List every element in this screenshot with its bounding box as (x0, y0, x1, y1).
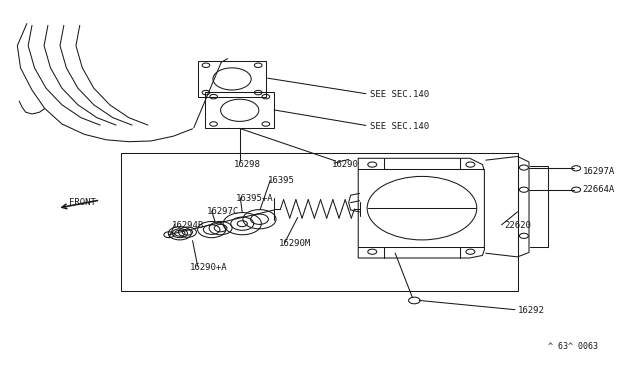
Text: 16395: 16395 (268, 176, 294, 185)
Text: 16297C: 16297C (207, 207, 239, 217)
Bar (121, 153, 518, 291)
Text: 16290M: 16290M (278, 239, 311, 248)
Text: 16290+A: 16290+A (189, 263, 227, 272)
Text: 22620: 22620 (505, 221, 532, 230)
Text: 16292: 16292 (518, 306, 545, 315)
Text: SEE SEC.140: SEE SEC.140 (370, 90, 429, 99)
Text: FRONT: FRONT (69, 198, 96, 207)
Bar (198, 61, 266, 97)
Text: SEE SEC.140: SEE SEC.140 (370, 122, 429, 131)
Bar (205, 92, 274, 128)
Text: 16298: 16298 (234, 160, 261, 169)
Text: 16290: 16290 (332, 160, 358, 169)
Text: ^ 63^ 0063: ^ 63^ 0063 (548, 342, 598, 351)
Text: 22664A: 22664A (582, 185, 615, 194)
Text: 16395+A: 16395+A (236, 194, 273, 203)
Text: 16297A: 16297A (582, 167, 615, 176)
Text: 16294B: 16294B (172, 221, 204, 230)
